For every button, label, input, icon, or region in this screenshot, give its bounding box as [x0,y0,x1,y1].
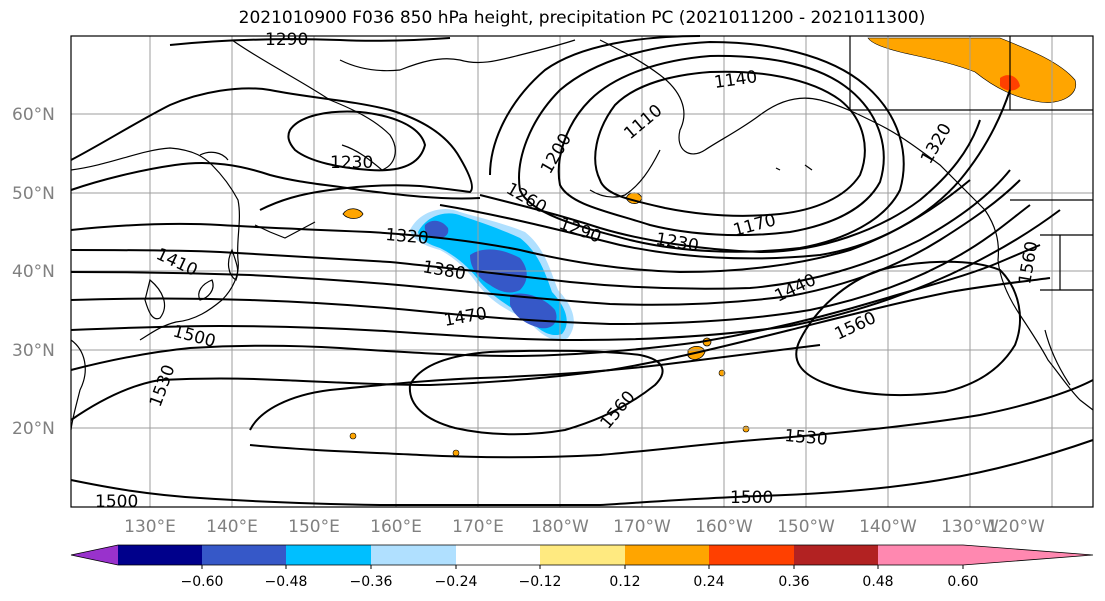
lon-label: 140°E [206,517,258,537]
longitude-labels: 130°E 140°E 150°E 160°E 170°E 180°W 170°… [124,517,1045,537]
lon-label: 130°W [941,517,999,537]
lon-label: 160°E [370,517,422,537]
contour-label: 1500 [730,488,773,508]
lon-label: 170°E [452,517,504,537]
colorbar-tick-label: −0.12 [519,574,562,590]
contour-label: 1230 [330,153,373,173]
lon-label: 150°W [777,517,835,537]
colorbar-outline [70,544,1094,566]
colorbar-segment [794,545,878,565]
contour-label: 1290 [265,30,308,50]
colorbar-segment [709,545,794,565]
colorbar-segment [286,545,371,565]
lon-label: 150°E [288,517,340,537]
lon-label: 130°E [124,517,176,537]
contour-label: 1530 [784,426,829,450]
lat-label: 20°N [12,419,55,439]
map-frame [70,35,1094,508]
lon-label: 140°W [859,517,917,537]
colorbar-segment [202,545,286,565]
colorbar-tick-label: −0.60 [181,574,224,590]
colorbar-tick-label: 0.36 [778,574,809,590]
colorbar-segment [878,545,963,565]
contour-label: 1500 [95,492,138,512]
colorbar-segment [456,545,540,565]
lat-label: 30°N [12,341,55,361]
contour-label: 1320 [385,225,430,249]
lat-label: 40°N [12,262,55,282]
latitude-labels: 60°N 50°N 40°N 30°N 20°N [12,105,55,439]
colorbar-segment [371,545,456,565]
colorbar-tick-label: −0.48 [265,574,308,590]
colorbar-min-extension [71,545,118,565]
colorbar-tick-label: 0.24 [693,574,724,590]
precip-negative-region [410,209,574,341]
colorbar-segment [625,545,709,565]
colorbar-max-extension [963,545,1093,565]
lon-label: 160°W [695,517,753,537]
colorbar-tick-label: −0.24 [435,574,478,590]
colorbar-segment [540,545,625,565]
lon-label: 180°W [531,517,589,537]
colorbar-tick-label: −0.36 [350,574,393,590]
colorbar-tick-label: 0.12 [609,574,640,590]
colorbar: −0.60 −0.48 −0.36 −0.24 −0.12 0.12 0.24 … [70,544,1094,590]
colorbar-segment [118,545,202,565]
coastlines [70,36,1094,431]
lat-label: 60°N [12,105,55,125]
lat-label: 50°N [12,184,55,204]
height-contours [70,35,1094,506]
lon-label: 170°W [613,517,671,537]
lon-label: 120°W [987,517,1045,537]
colorbar-tick-label: 0.60 [947,574,978,590]
colorbar-tick-label: 0.48 [862,574,893,590]
map-title: 2021010900 F036 850 hPa height, precipit… [238,8,926,28]
